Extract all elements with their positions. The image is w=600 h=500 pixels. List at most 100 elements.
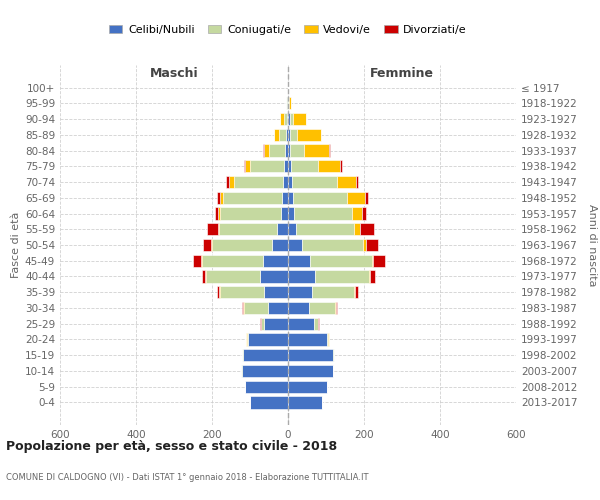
Bar [292,176,337,188]
Bar [218,208,220,220]
Bar [309,302,335,314]
Bar [263,254,288,267]
Bar [274,128,279,141]
Bar [289,97,291,110]
Bar [219,223,277,235]
Bar [294,208,352,220]
Bar [288,160,291,172]
Bar [314,318,317,330]
Bar [304,144,329,156]
Bar [283,192,288,204]
Bar [220,208,281,220]
Bar [319,160,340,172]
Bar [280,113,284,125]
Bar [329,144,330,156]
Bar [293,192,347,204]
Bar [281,208,288,220]
Bar [229,176,234,188]
Bar [288,318,314,330]
Bar [355,286,358,298]
Text: Maschi: Maschi [149,66,199,80]
Bar [283,176,288,188]
Bar [288,176,292,188]
Bar [356,176,358,188]
Bar [296,223,354,235]
Bar [288,128,290,141]
Bar [202,270,205,282]
Bar [287,113,288,125]
Bar [269,144,285,156]
Bar [288,396,322,408]
Bar [272,239,288,251]
Bar [288,380,327,393]
Bar [285,144,288,156]
Bar [290,113,293,125]
Bar [288,223,296,235]
Bar [362,208,366,220]
Bar [223,192,283,204]
Bar [220,286,265,298]
Bar [263,144,269,156]
Bar [288,302,309,314]
Bar [370,270,376,282]
Bar [245,380,288,393]
Bar [265,318,288,330]
Bar [333,349,334,362]
Bar [340,160,342,172]
Bar [371,254,373,267]
Bar [201,254,202,267]
Text: Popolazione per età, sesso e stato civile - 2018: Popolazione per età, sesso e stato civil… [6,440,337,453]
Bar [243,349,288,362]
Bar [242,302,243,314]
Bar [279,128,286,141]
Bar [262,318,265,330]
Bar [288,349,333,362]
Bar [293,113,306,125]
Bar [288,270,316,282]
Bar [234,176,283,188]
Bar [218,223,219,235]
Text: COMUNE DI CALDOGNO (VI) - Dati ISTAT 1° gennaio 2018 - Elaborazione TUTTITALIA.I: COMUNE DI CALDOGNO (VI) - Dati ISTAT 1° … [6,473,368,482]
Y-axis label: Anni di nascita: Anni di nascita [587,204,597,286]
Bar [212,239,272,251]
Bar [317,318,319,330]
Bar [288,208,294,220]
Bar [311,286,354,298]
Bar [365,192,368,204]
Bar [373,254,385,267]
Bar [193,254,201,267]
Bar [288,113,290,125]
Legend: Celibi/Nubili, Coniugati/e, Vedovi/e, Divorziati/e: Celibi/Nubili, Coniugati/e, Vedovi/e, Di… [105,20,471,39]
Bar [208,223,218,235]
Bar [327,334,328,345]
Bar [265,286,288,298]
Bar [291,160,319,172]
Bar [220,192,223,204]
Bar [287,97,288,110]
Bar [366,239,377,251]
Bar [277,223,288,235]
Bar [248,334,288,345]
Bar [284,160,288,172]
Bar [354,223,360,235]
Bar [284,113,287,125]
Bar [211,239,212,251]
Bar [297,128,322,141]
Bar [363,239,366,251]
Bar [288,334,327,345]
Bar [347,192,365,204]
Text: Femmine: Femmine [370,66,434,80]
Y-axis label: Fasce di età: Fasce di età [11,212,21,278]
Bar [288,239,302,251]
Bar [206,270,260,282]
Bar [286,128,288,141]
Bar [310,254,371,267]
Bar [286,97,287,110]
Bar [288,286,311,298]
Bar [335,302,337,314]
Bar [242,365,288,377]
Bar [202,254,263,267]
Bar [244,160,245,172]
Bar [245,160,250,172]
Bar [290,144,304,156]
